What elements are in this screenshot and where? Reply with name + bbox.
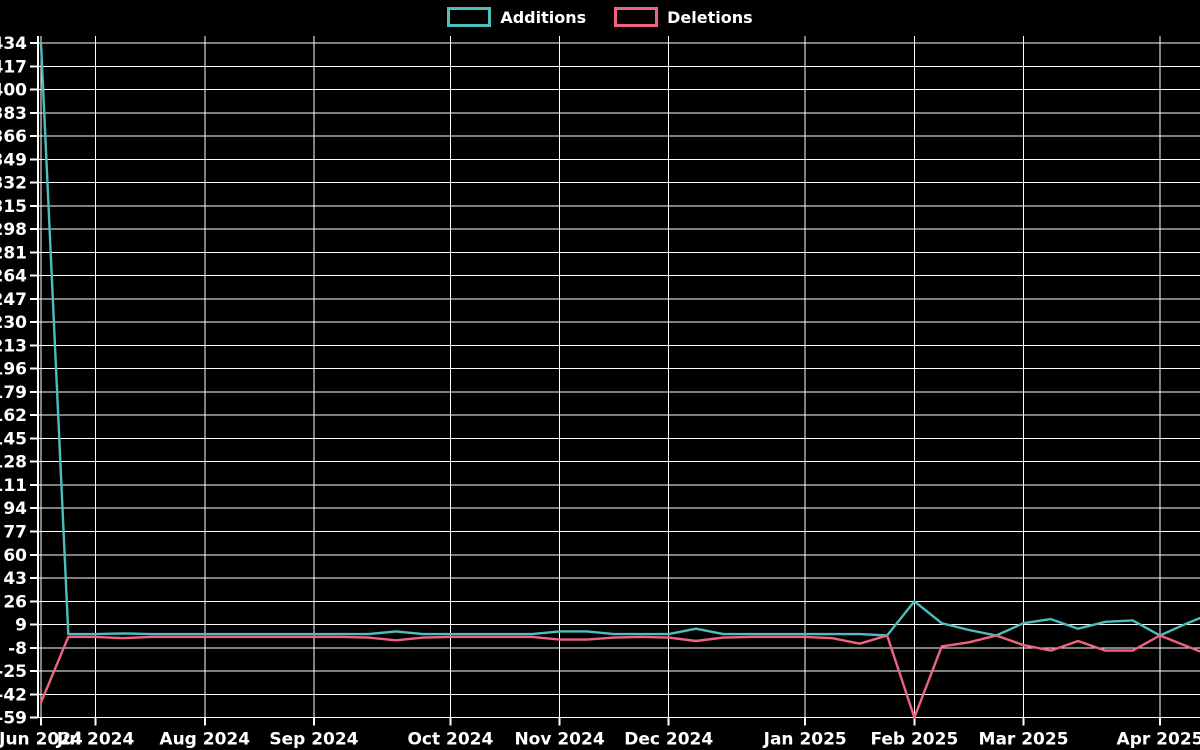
additions-line [39, 41, 1200, 637]
x-tick-label: Oct 2024 [407, 730, 493, 750]
y-tick-label: 230 [0, 313, 27, 333]
legend-label-additions: Additions [500, 7, 587, 27]
y-tick-label: 298 [0, 220, 27, 240]
x-tick-label: Feb 2025 [870, 730, 958, 750]
y-tick-label: 247 [0, 290, 27, 310]
x-tick-label: Apr 2025 [1117, 730, 1200, 750]
y-tick-label: 179 [0, 383, 27, 403]
y-tick-label: -59 [0, 709, 27, 729]
y-tick-label: 281 [0, 243, 27, 263]
y-tick-label: 400 [0, 81, 27, 101]
x-tick-label: Nov 2024 [514, 730, 604, 750]
y-tick-label: 315 [0, 197, 27, 217]
x-tick-label: Jun 2024 [0, 730, 83, 750]
x-tick-label: Jul 2024 [56, 730, 135, 750]
additions-line-swatch-icon [447, 7, 492, 27]
x-tick-label: Dec 2024 [624, 730, 713, 750]
y-tick-label: 145 [0, 429, 27, 449]
y-tick-label: 77 [3, 523, 27, 543]
legend-label-deletions: Deletions [667, 7, 753, 27]
y-tick-label: 264 [0, 267, 27, 287]
y-tick-label: 26 [3, 592, 27, 612]
y-tick-label: 213 [0, 336, 27, 356]
y-tick-label: 111 [0, 476, 27, 496]
x-tick-label: Mar 2025 [979, 730, 1069, 750]
legend-item-additions[interactable]: Additions [447, 7, 586, 27]
x-tick-label: Jan 2025 [763, 730, 847, 750]
y-tick-label: 383 [0, 104, 27, 124]
y-tick-label: 349 [0, 150, 27, 170]
deletions-line-swatch-icon [614, 7, 659, 27]
chart-legend: Additions Deletions [0, 7, 1200, 27]
y-tick-label: 94 [3, 499, 27, 519]
y-tick-label: 60 [3, 546, 27, 566]
y-tick-label: 434 [0, 34, 27, 54]
legend-item-deletions[interactable]: Deletions [614, 7, 753, 27]
y-tick-label: 196 [0, 360, 27, 380]
y-tick-label: 128 [0, 453, 27, 473]
y-tick-label: 366 [0, 127, 27, 147]
y-tick-label: 9 [15, 616, 27, 636]
y-tick-label: -8 [8, 639, 27, 659]
y-tick-label: -25 [0, 662, 27, 682]
deletions-line [39, 634, 1200, 719]
x-tick-label: Sep 2024 [269, 730, 358, 750]
y-tick-label: 43 [3, 569, 27, 589]
y-tick-label: 332 [0, 174, 27, 194]
y-tick-label: 162 [0, 406, 27, 426]
y-tick-label: -42 [0, 685, 27, 705]
y-tick-label: 417 [0, 57, 27, 77]
x-tick-label: Aug 2024 [159, 730, 250, 750]
